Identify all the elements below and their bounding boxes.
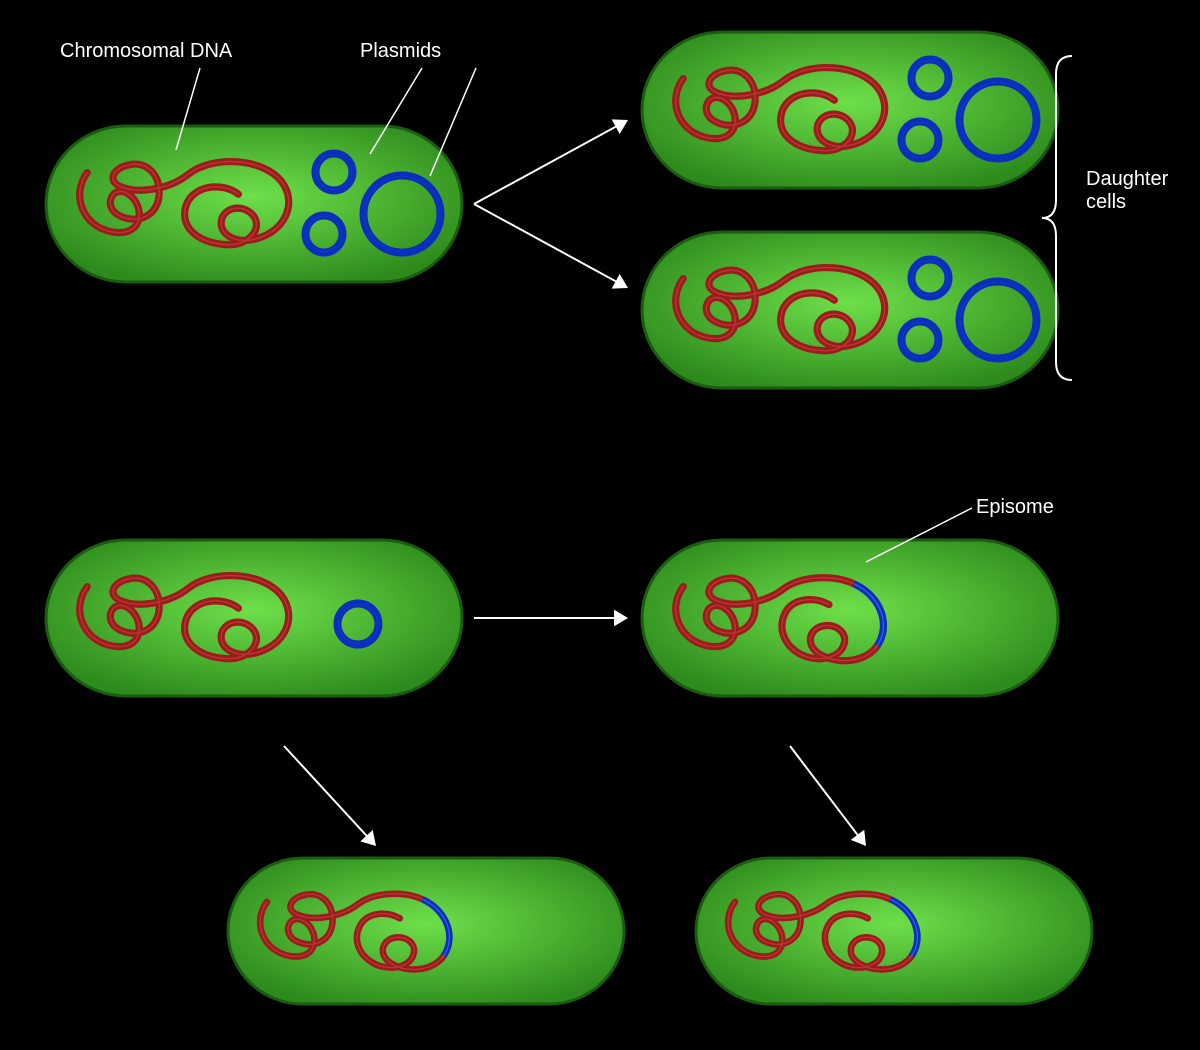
cell-botB_left: [226, 856, 626, 1006]
cell-midB_result: [640, 538, 1060, 698]
cell-botB_right: [694, 856, 1094, 1006]
cell-topA_daughter2: [640, 230, 1060, 390]
cell-midB_parent: [44, 538, 464, 698]
label-episome: Episome: [976, 496, 1054, 519]
cell-topA_daughter1: [640, 30, 1060, 190]
label-plasmids: Plasmids: [360, 40, 441, 63]
label-chromosomal_dna: Chromosomal DNA: [60, 40, 232, 63]
cell-topA_parent: [44, 124, 464, 284]
label-daughter-cells: Daughter cells: [1086, 168, 1168, 214]
